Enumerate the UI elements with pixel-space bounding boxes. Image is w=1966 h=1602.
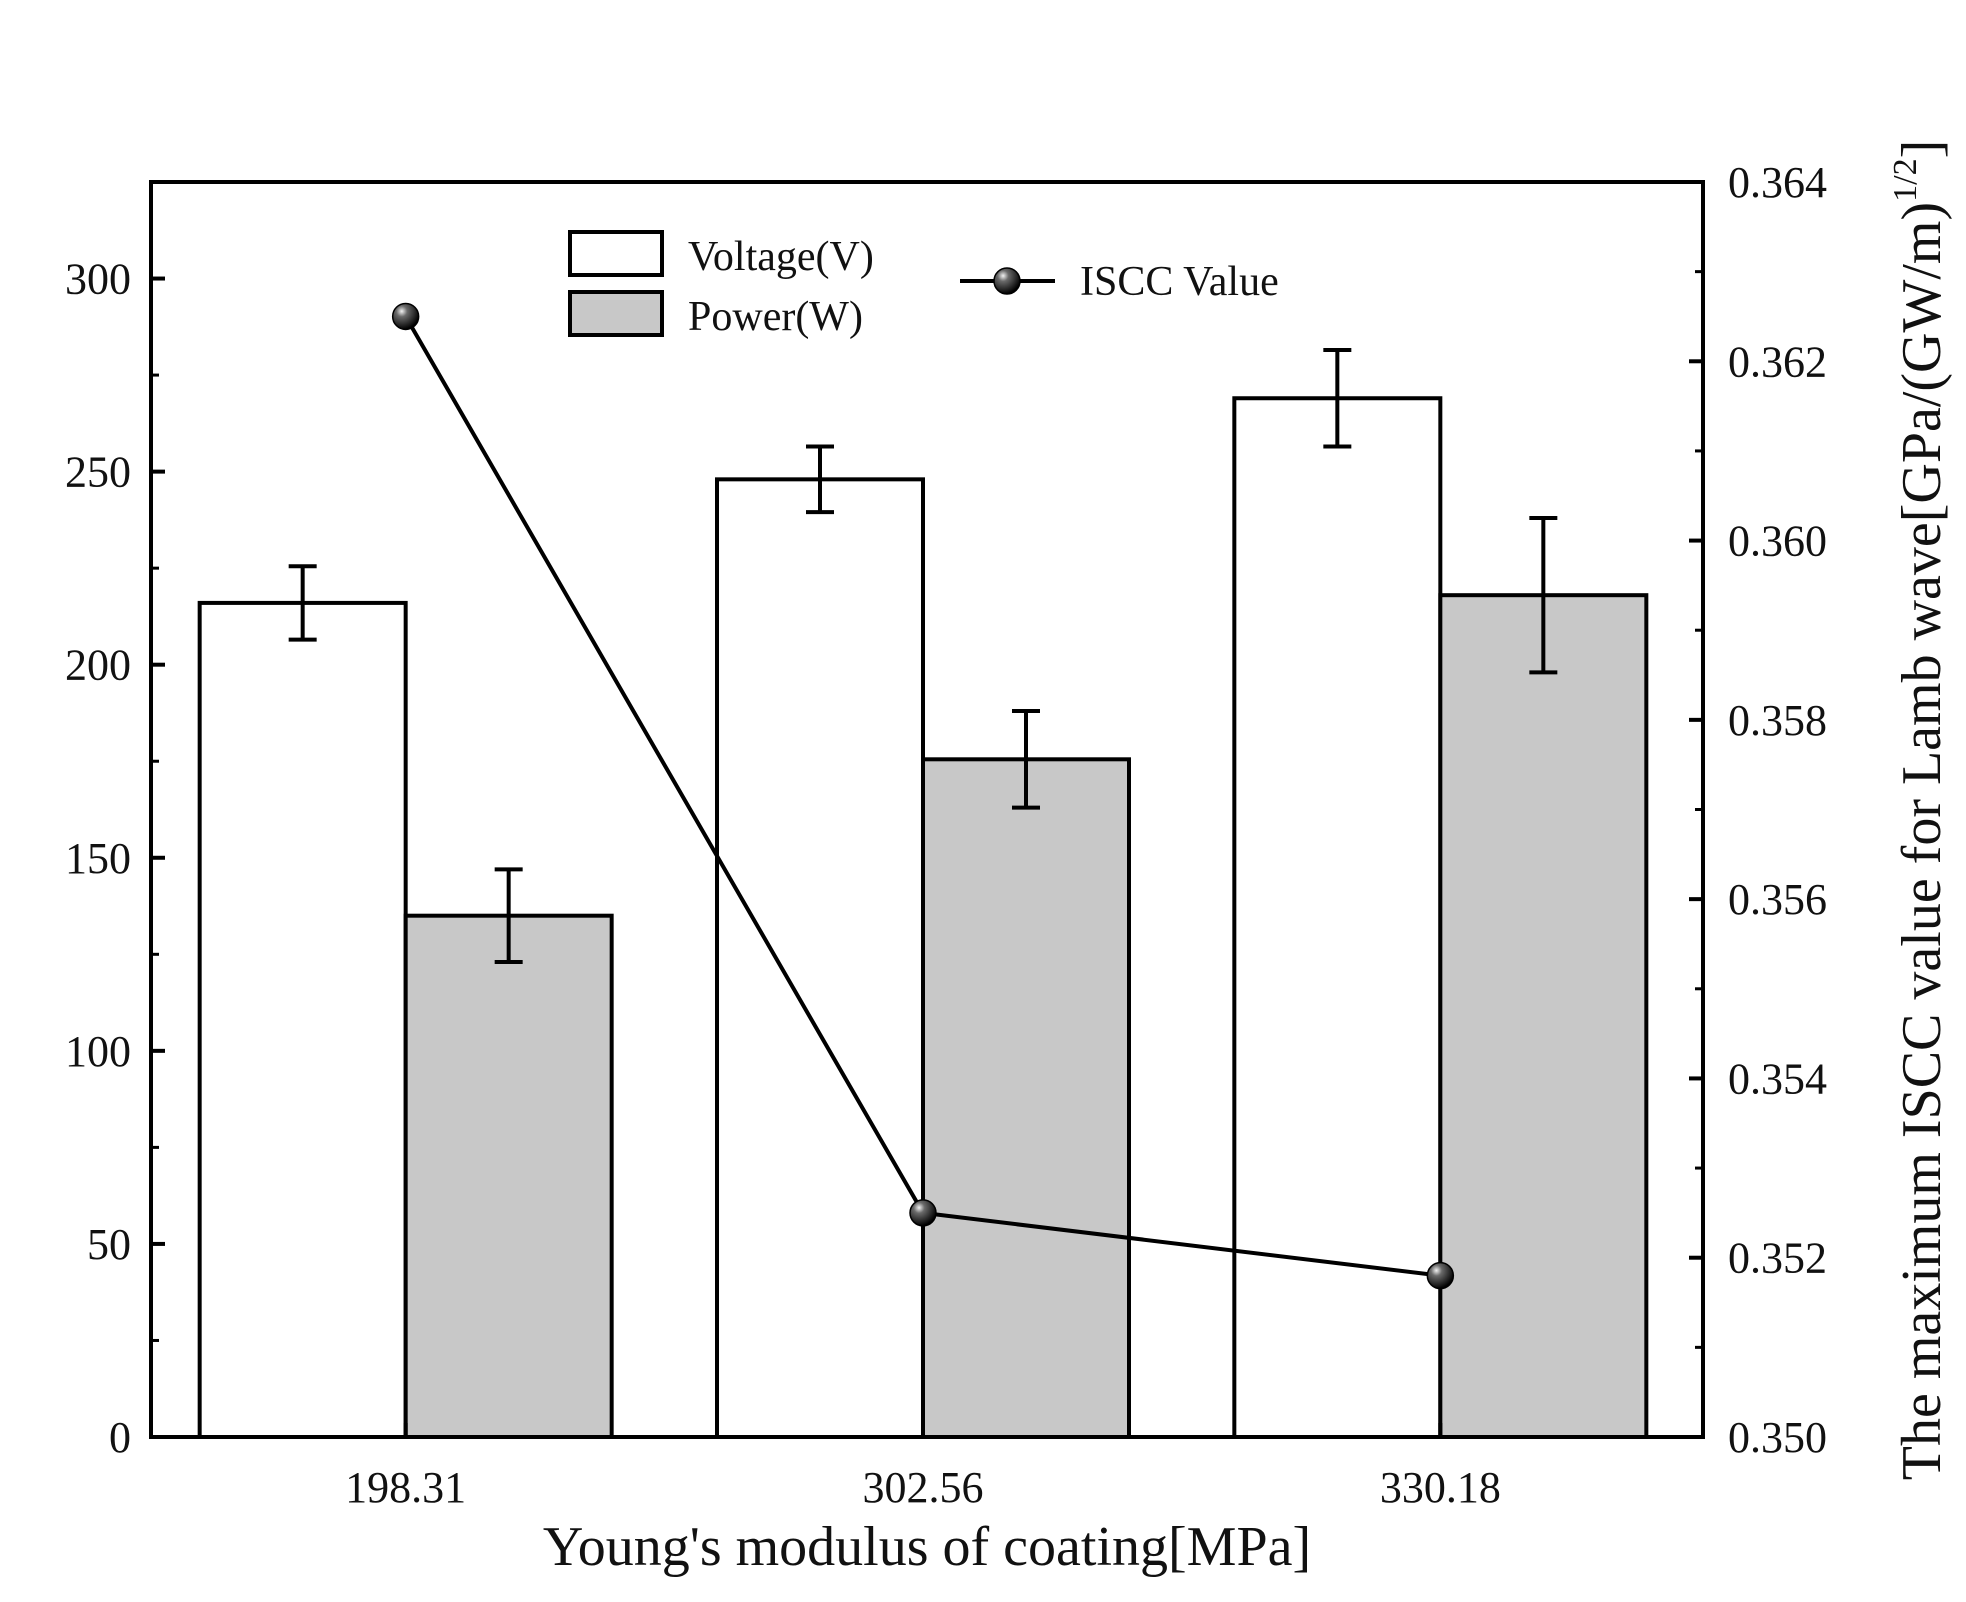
left-tick-label-2: 100: [65, 1027, 131, 1076]
ticks-layer: 0 50 100 150 200 250 300 0.350 0.352 0.354 0.356 0.…: [65, 158, 1827, 1512]
legend-swatch-power: [568, 290, 664, 337]
x-tick-label-1: 302.56: [863, 1463, 984, 1512]
right-tick-label-3: 0.356: [1728, 875, 1827, 924]
bar-power-w-2: [1438, 593, 1649, 1439]
iscc-point-2: [1426, 1261, 1455, 1290]
right-axis-title-main: The maximum ISCC value for Lamb wave[GPa…: [1891, 202, 1953, 1480]
iscc-point-0: [391, 302, 420, 331]
left-tick-label-6: 300: [65, 255, 131, 304]
bars-layer: [197, 396, 1649, 1440]
left-tick-label-5: 250: [65, 448, 131, 497]
iscc-point-1: [909, 1199, 937, 1227]
right-tick-label-4: 0.358: [1728, 696, 1827, 745]
bar-voltage-v-0: [197, 600, 408, 1439]
bar-power-w-0: [403, 913, 614, 1439]
error-bars-layer: [288, 347, 1558, 965]
left-tick-label-3: 150: [65, 834, 131, 883]
left-tick-label-0: 0: [109, 1413, 131, 1462]
right-axis-title: The maximum ISCC value for Lamb wave[GPa…: [1887, 140, 1953, 1480]
legend-label-voltage: Voltage(V): [688, 234, 874, 280]
left-tick-label-4: 200: [65, 641, 131, 690]
right-tick-label-1: 0.352: [1728, 1234, 1827, 1283]
bar-power-w-1: [921, 757, 1131, 1439]
bar-voltage-v-2: [1232, 396, 1443, 1440]
iscc-series-layer: [391, 302, 1455, 1290]
right-axis-title-superscript: 1/2: [1887, 158, 1924, 201]
right-axis-title-end: ]: [1891, 140, 1953, 159]
right-tick-label-0: 0.350: [1728, 1413, 1827, 1462]
legend: Voltage(V) Power(W) ISCC Value: [568, 230, 1279, 340]
right-tick-label-7: 0.364: [1728, 158, 1827, 207]
right-tick-label-2: 0.354: [1728, 1054, 1827, 1103]
legend-label-power: Power(W): [688, 294, 863, 340]
x-tick-label-0: 198.31: [345, 1463, 466, 1512]
x-tick-label-2: 330.18: [1380, 1463, 1501, 1512]
x-axis-title: Young's modulus of coating[MPa]: [543, 1516, 1311, 1578]
legend-label-iscc: ISCC Value: [1080, 259, 1279, 305]
left-tick-label-1: 50: [87, 1220, 131, 1269]
bar-voltage-v-1: [715, 477, 925, 1440]
legend-swatch-voltage: [568, 230, 664, 277]
legend-swatch-iscc-marker: [993, 267, 1021, 295]
right-tick-label-5: 0.360: [1728, 517, 1827, 566]
right-tick-label-6: 0.362: [1728, 337, 1827, 386]
